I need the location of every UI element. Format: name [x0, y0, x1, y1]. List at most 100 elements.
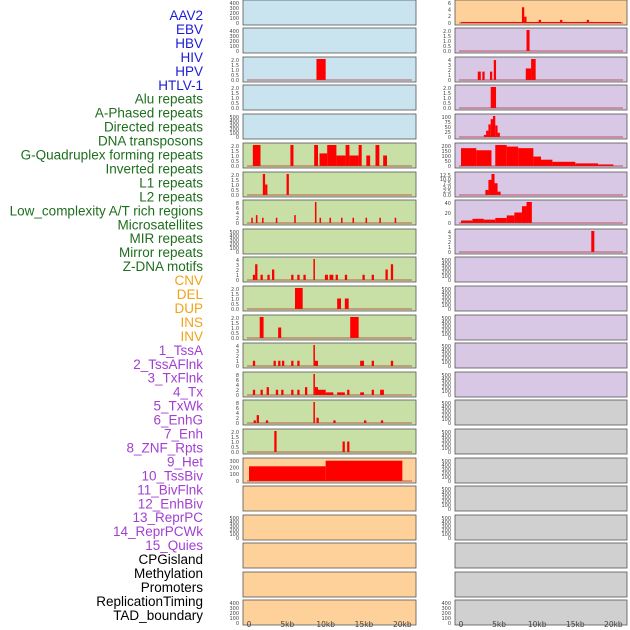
right-panel-bg — [454, 371, 628, 398]
y-tick-label: 2 — [236, 416, 239, 422]
data-bar — [325, 460, 403, 481]
y-tick-label: 1.0 — [231, 440, 239, 446]
y-tick-label: 0.0 — [443, 49, 451, 55]
y-tick-label: 0 — [448, 336, 451, 342]
y-tick-label: 0.5 — [231, 445, 239, 451]
data-bar — [531, 59, 536, 80]
y-tick-label: 1.0 — [231, 326, 239, 332]
y-tick-label: 2 — [236, 268, 239, 274]
track-label-15-quies: 15_Quies — [145, 538, 203, 553]
y-tick-label: 200 — [229, 127, 239, 133]
y-tick-label: 500 — [441, 287, 451, 293]
track-panels: 4003002001000642040030020010002.01.51.00… — [229, 0, 628, 627]
data-bar — [297, 274, 300, 280]
track-label-z-dna-motifs: Z-DNA motifs — [123, 259, 204, 274]
left-panel-bg — [242, 113, 417, 140]
y-tick-label: 500 — [441, 344, 451, 350]
y-tick-label: 0 — [448, 164, 451, 170]
y-tick-label: 2.0 — [231, 316, 239, 322]
y-tick-label: 0 — [448, 450, 451, 456]
y-tick-label: 0.0 — [443, 106, 451, 112]
data-bar — [526, 202, 532, 223]
data-bar — [291, 389, 294, 395]
data-bar — [385, 269, 388, 280]
y-tick-label: 50 — [445, 159, 451, 165]
y-tick-label: 100 — [441, 417, 451, 423]
y-tick-label: 400 — [441, 405, 451, 411]
y-tick-label: 400 — [441, 291, 451, 297]
data-bar — [344, 274, 348, 280]
y-tick-label: 300 — [441, 409, 451, 415]
y-tick-label: 400 — [441, 262, 451, 268]
y-tick-label: 1.0 — [231, 68, 239, 74]
data-bar — [297, 389, 300, 395]
y-tick-label: 300 — [229, 459, 239, 465]
left-panel-bg — [242, 485, 417, 512]
y-tick-label: 0.0 — [231, 307, 239, 313]
y-tick-label: 300 — [229, 524, 239, 530]
data-bar — [490, 119, 493, 137]
y-tick-label: 2.0 — [443, 86, 451, 92]
data-bar — [304, 387, 308, 395]
left-panel-bg — [242, 342, 417, 369]
track-label-4-tx: 4_Tx — [173, 385, 203, 400]
data-bar — [586, 19, 589, 23]
data-bar — [482, 71, 485, 80]
track-label-dup: DUP — [174, 301, 203, 316]
y-tick-label: 0 — [236, 278, 239, 284]
y-tick-label: 500 — [229, 115, 239, 121]
track-label-aav2: AAV2 — [169, 8, 203, 23]
y-tick-label: 500 — [441, 516, 451, 522]
right-panel-bg — [454, 342, 628, 369]
y-tick-label: 100 — [229, 131, 239, 137]
y-tick-label: 6 — [236, 206, 239, 212]
track-label-hiv: HIV — [180, 50, 203, 65]
data-bar — [329, 217, 332, 223]
y-tick-label: 75 — [445, 120, 451, 126]
data-bar — [303, 274, 306, 280]
data-bar — [291, 274, 294, 280]
y-tick-label: 200 — [441, 356, 451, 362]
right-panel-bg — [454, 485, 628, 512]
data-bar — [273, 360, 276, 366]
y-tick-label: 300 — [441, 467, 451, 473]
y-tick-label: 0 — [448, 421, 451, 427]
y-tick-label: 4 — [236, 411, 239, 417]
data-bar — [533, 156, 541, 166]
y-tick-label: 1.0 — [231, 297, 239, 303]
y-tick-label: 100 — [229, 616, 239, 622]
data-bar — [366, 155, 371, 166]
y-tick-label: 25 — [445, 130, 451, 136]
data-bar — [313, 402, 315, 423]
x-tick-label: 0 — [247, 620, 252, 629]
data-bar — [490, 87, 497, 108]
data-bar — [379, 217, 381, 223]
y-tick-label: 0 — [236, 536, 239, 542]
y-tick-label: 100 — [441, 274, 451, 280]
track-label-l1-repeats: L1 repeats — [139, 175, 203, 190]
y-tick-label: 300 — [229, 34, 239, 40]
data-bar — [477, 71, 481, 80]
y-tick-label: 6 — [448, 1, 451, 7]
y-tick-label: 300 — [441, 324, 451, 330]
y-tick-label: 500 — [441, 459, 451, 465]
y-tick-label: 0 — [448, 393, 451, 399]
data-bar — [461, 148, 477, 166]
data-bar — [341, 217, 343, 223]
y-tick-label: 300 — [229, 606, 239, 612]
data-bar — [476, 150, 492, 166]
y-tick-label: 300 — [441, 495, 451, 501]
x-tick-label: 5kb — [280, 620, 294, 629]
y-tick-label: 8 — [236, 401, 239, 407]
y-tick-label: 1.5 — [231, 91, 239, 97]
y-tick-label: 3 — [236, 349, 239, 355]
y-tick-label: 300 — [229, 238, 239, 244]
y-tick-label: 2.0 — [231, 86, 239, 92]
y-tick-label: 0.0 — [231, 106, 239, 112]
y-tick-label: 2 — [448, 240, 451, 246]
data-bar — [260, 274, 263, 280]
data-bar — [365, 217, 368, 223]
y-tick-label: 100 — [229, 16, 239, 22]
track-label-microsatellites: Microsatellites — [117, 217, 203, 232]
